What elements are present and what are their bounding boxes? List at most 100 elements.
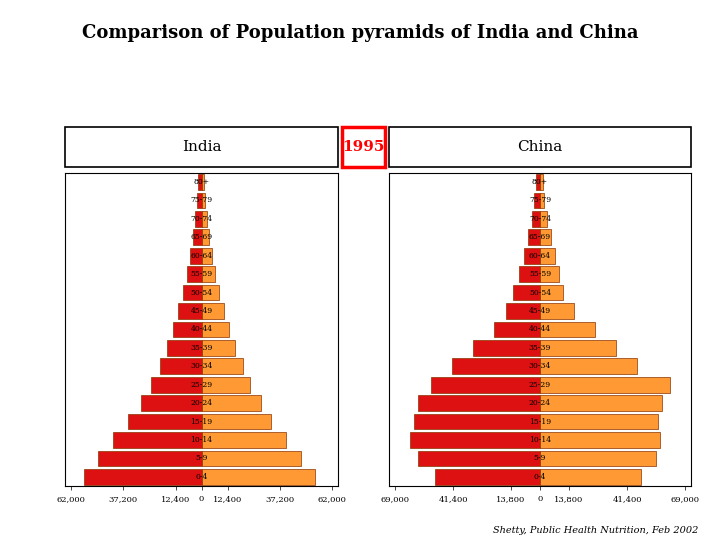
Bar <box>410 432 540 448</box>
Text: 75-79: 75-79 <box>191 197 212 205</box>
Text: 60-64: 60-64 <box>529 252 551 260</box>
Bar <box>190 248 202 264</box>
Text: 65-69: 65-69 <box>191 233 212 241</box>
Text: 20-24: 20-24 <box>529 399 551 407</box>
Bar <box>84 469 202 484</box>
Bar <box>202 174 204 190</box>
Bar <box>540 285 563 300</box>
Bar <box>113 432 202 448</box>
Bar <box>187 266 202 282</box>
Text: 80+: 80+ <box>532 178 548 186</box>
Bar <box>431 377 540 393</box>
Bar <box>202 395 261 411</box>
Bar <box>167 340 202 356</box>
Text: 10-14: 10-14 <box>529 436 551 444</box>
Text: 75-79: 75-79 <box>529 197 551 205</box>
Bar <box>202 303 224 319</box>
Bar <box>435 469 540 484</box>
Text: 70-74: 70-74 <box>529 215 551 223</box>
Bar <box>519 266 540 282</box>
Text: 25-29: 25-29 <box>529 381 551 389</box>
Bar <box>202 469 315 484</box>
Text: 1995: 1995 <box>343 140 384 154</box>
Bar <box>179 303 202 319</box>
Bar <box>202 321 229 337</box>
Bar <box>540 432 660 448</box>
Bar <box>140 395 202 411</box>
Bar <box>524 248 540 264</box>
Text: Male: Male <box>120 160 146 169</box>
Bar <box>540 303 574 319</box>
Bar <box>202 248 212 264</box>
Bar <box>418 395 540 411</box>
Bar <box>540 450 655 466</box>
Bar <box>473 340 540 356</box>
Text: 10-14: 10-14 <box>191 436 212 444</box>
Bar <box>540 248 554 264</box>
Text: Female: Female <box>251 160 289 169</box>
Bar <box>540 230 551 245</box>
Text: 70-74: 70-74 <box>191 215 212 223</box>
Bar <box>540 211 547 227</box>
Bar <box>202 432 286 448</box>
Text: 65-69: 65-69 <box>529 233 551 241</box>
Bar <box>540 414 657 429</box>
Bar <box>540 321 595 337</box>
Text: 20-24: 20-24 <box>191 399 212 407</box>
Bar <box>540 174 543 190</box>
Text: 30-34: 30-34 <box>528 362 552 370</box>
Bar <box>195 211 202 227</box>
Text: 55-59: 55-59 <box>529 270 551 278</box>
Text: 35-39: 35-39 <box>528 344 552 352</box>
Text: 45-49: 45-49 <box>191 307 212 315</box>
Text: 0-4: 0-4 <box>195 473 208 481</box>
Bar <box>506 303 540 319</box>
Text: 45-49: 45-49 <box>529 307 551 315</box>
Bar <box>197 193 202 208</box>
Bar <box>540 193 544 208</box>
Text: 50-54: 50-54 <box>191 288 212 296</box>
Text: China: China <box>518 140 562 154</box>
Text: 25-29: 25-29 <box>191 381 212 389</box>
Bar <box>534 193 540 208</box>
Bar <box>202 377 250 393</box>
Bar <box>193 230 202 245</box>
Bar <box>540 340 616 356</box>
Bar <box>494 321 540 337</box>
Bar <box>199 174 202 190</box>
Bar <box>128 414 202 429</box>
Bar <box>452 359 540 374</box>
Text: Shetty, Public Health Nutrition, Feb 2002: Shetty, Public Health Nutrition, Feb 200… <box>493 525 698 535</box>
Bar <box>99 450 202 466</box>
Bar <box>160 359 202 374</box>
Text: 15-19: 15-19 <box>529 417 551 426</box>
Text: 5-9: 5-9 <box>195 454 208 462</box>
Text: 40-44: 40-44 <box>529 326 551 333</box>
Text: Female: Female <box>597 160 634 169</box>
Bar <box>202 266 215 282</box>
Text: 40-44: 40-44 <box>191 326 212 333</box>
Bar <box>540 359 636 374</box>
Bar <box>202 340 235 356</box>
Bar <box>418 450 540 466</box>
Bar <box>540 395 662 411</box>
Text: 5-9: 5-9 <box>534 454 546 462</box>
Text: 15-19: 15-19 <box>191 417 212 426</box>
Bar <box>202 193 205 208</box>
Bar <box>202 285 220 300</box>
Bar <box>183 285 202 300</box>
Bar <box>540 377 670 393</box>
Bar <box>202 359 243 374</box>
Bar <box>528 230 540 245</box>
Text: 30-34: 30-34 <box>190 362 213 370</box>
Bar <box>202 450 300 466</box>
Text: 80+: 80+ <box>194 178 210 186</box>
Bar <box>540 266 559 282</box>
Text: India: India <box>182 140 221 154</box>
Bar <box>202 211 207 227</box>
Bar <box>174 321 202 337</box>
Text: 60-64: 60-64 <box>191 252 212 260</box>
Text: 55-59: 55-59 <box>191 270 212 278</box>
Text: 35-39: 35-39 <box>190 344 213 352</box>
Bar <box>202 414 271 429</box>
